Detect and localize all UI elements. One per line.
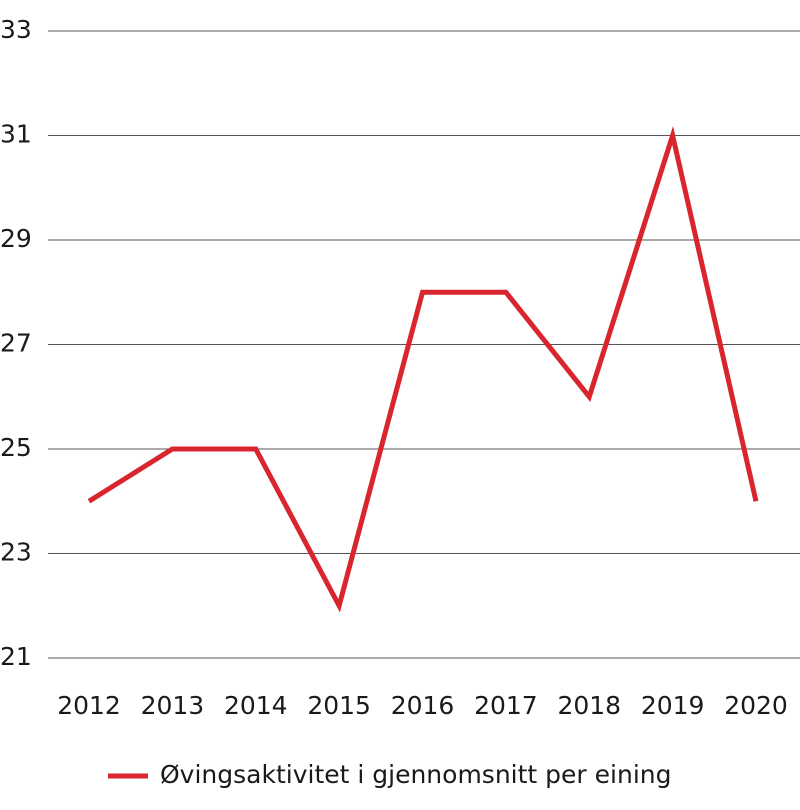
- y-tick-label: 21: [0, 642, 32, 671]
- x-tick-label: 2012: [57, 691, 121, 720]
- x-tick-label: 2019: [641, 691, 705, 720]
- legend-label: Øvingsaktivitet i gjennomsnitt per einin…: [160, 760, 671, 789]
- data-line: [87, 126, 759, 613]
- y-tick-label: 33: [0, 15, 32, 44]
- y-tick-label: 25: [0, 433, 32, 462]
- y-tick-label: 27: [0, 329, 32, 358]
- x-tick-label: 2020: [724, 691, 788, 720]
- y-tick-label: 31: [0, 120, 32, 149]
- x-tick-label: 2013: [141, 691, 205, 720]
- y-tick-label: 23: [0, 538, 32, 567]
- x-tick-label: 2016: [391, 691, 455, 720]
- x-tick-label: 2014: [224, 691, 288, 720]
- x-tick-label: 2015: [307, 691, 371, 720]
- x-tick-label: 2018: [557, 691, 621, 720]
- y-tick-label: 29: [0, 224, 32, 253]
- x-tick-label: 2017: [474, 691, 538, 720]
